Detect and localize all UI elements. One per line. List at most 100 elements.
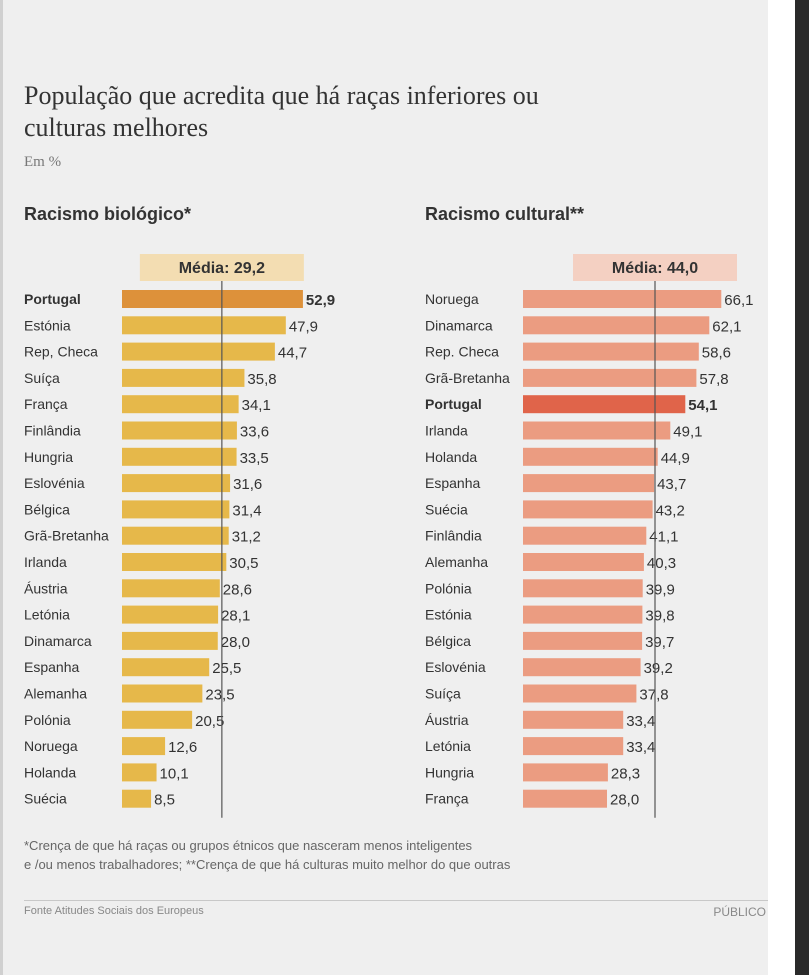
category-label-cultural: Holanda	[425, 449, 477, 465]
category-label-cultural: Suécia	[425, 501, 468, 517]
value-label-biological: 47,9	[289, 318, 318, 335]
value-label-cultural: 39,2	[644, 660, 673, 677]
value-label-biological: 28,1	[221, 608, 250, 625]
value-label-cultural: 66,1	[724, 292, 753, 309]
category-label-biological: Estónia	[24, 317, 71, 333]
value-label-biological: 20,5	[195, 713, 224, 730]
bar-biological	[122, 553, 227, 571]
bar-cultural	[523, 500, 653, 519]
publisher-logo: PÚBLICO	[713, 905, 766, 919]
bar-cultural	[523, 737, 624, 756]
value-label-cultural: 39,8	[645, 608, 674, 625]
value-label-cultural: 58,6	[702, 345, 731, 362]
average-label-cultural: Média: 44,0	[612, 260, 698, 277]
value-label-cultural: 40,3	[647, 555, 676, 572]
bar-cultural	[523, 447, 658, 466]
value-label-biological: 31,4	[232, 502, 261, 519]
chart-title: População que acredita que há raças infe…	[24, 81, 539, 142]
value-label-biological: 33,6	[240, 424, 269, 441]
category-label-biological: Portugal	[24, 291, 81, 307]
bar-biological	[122, 684, 203, 703]
bar-biological	[122, 500, 230, 519]
bar-cultural	[523, 474, 655, 493]
bar-cultural	[523, 789, 607, 808]
bar-biological	[122, 526, 229, 545]
category-label-cultural: Noruega	[425, 291, 479, 307]
value-label-biological: 12,6	[168, 739, 197, 756]
category-label-biological: Rep, Checa	[24, 344, 98, 360]
value-label-biological: 33,5	[240, 450, 269, 467]
category-label-biological: Suécia	[24, 791, 67, 807]
value-label-cultural: 28,0	[610, 792, 639, 809]
source-credit: Fonte Atitudes Sociais dos Europeus	[24, 905, 204, 917]
category-label-biological: Áustria	[24, 580, 68, 596]
footnote: *Crença de que há raças ou grupos étnico…	[24, 836, 724, 874]
category-label-cultural: França	[425, 791, 469, 807]
bar-biological	[122, 658, 210, 677]
window-left-edge	[0, 0, 3, 975]
value-label-cultural: 43,7	[657, 476, 686, 493]
category-label-biological: Espanha	[24, 659, 79, 675]
category-label-cultural: Dinamarca	[425, 317, 493, 333]
bar-cultural	[523, 605, 643, 624]
bar-cultural	[523, 368, 697, 387]
bar-cultural	[523, 421, 671, 440]
bar-biological	[122, 368, 245, 387]
bar-biological	[122, 447, 237, 466]
footnote-line-1: *Crença de que há raças ou grupos étnico…	[24, 838, 473, 853]
category-label-cultural: Polónia	[425, 580, 472, 596]
bar-biological	[122, 474, 231, 493]
category-label-cultural: Hungria	[425, 764, 474, 780]
category-label-biological: Suíça	[24, 370, 60, 386]
category-label-biological: França	[24, 396, 68, 412]
value-label-cultural: 57,8	[699, 371, 728, 388]
category-label-cultural: Bélgica	[425, 633, 471, 649]
category-label-cultural: Finlândia	[425, 528, 482, 544]
bar-biological	[122, 605, 219, 624]
bar-cultural	[523, 763, 608, 782]
bar-cultural	[523, 290, 722, 308]
bar-biological	[122, 710, 193, 729]
category-label-cultural: Rep. Checa	[425, 344, 499, 360]
bar-cultural	[523, 710, 624, 729]
bar-cultural	[523, 631, 643, 650]
bar-cultural	[523, 658, 641, 677]
bar-cultural	[523, 684, 637, 703]
value-label-cultural: 28,3	[611, 765, 640, 782]
bar-biological	[122, 789, 152, 808]
category-label-cultural: Letónia	[425, 738, 471, 754]
average-label-biological: Média: 29,2	[179, 260, 265, 277]
category-label-biological: Irlanda	[24, 554, 67, 570]
bar-biological	[122, 737, 166, 756]
category-label-cultural: Irlanda	[425, 423, 468, 439]
footnote-line-2: e /ou menos trabalhadores; **Crença de q…	[24, 857, 511, 872]
category-label-biological: Eslovénia	[24, 475, 85, 491]
value-label-biological: 10,1	[160, 765, 189, 782]
bar-cultural	[523, 316, 710, 335]
value-label-biological: 35,8	[247, 371, 276, 388]
average-box-cultural	[573, 254, 737, 281]
category-label-cultural: Grã-Bretanha	[425, 370, 510, 386]
bar-cultural	[523, 526, 647, 545]
value-label-biological: 44,7	[278, 345, 307, 362]
bar-biological	[122, 342, 275, 361]
value-label-biological: 31,2	[232, 529, 261, 546]
bar-biological	[122, 316, 286, 335]
window-gutter	[768, 0, 795, 975]
bar-biological	[122, 763, 157, 782]
panel-title-biological: Racismo biológico*	[24, 204, 192, 224]
chart-subtitle: Em %	[24, 154, 62, 170]
category-label-biological: Dinamarca	[24, 633, 92, 649]
category-label-cultural: Portugal	[425, 396, 482, 412]
bar-cultural	[523, 579, 643, 598]
value-label-cultural: 39,7	[645, 634, 674, 651]
value-label-biological: 23,5	[205, 687, 234, 704]
category-label-cultural: Eslovénia	[425, 659, 486, 675]
bar-biological	[122, 421, 237, 440]
value-label-cultural: 39,9	[646, 581, 675, 598]
value-label-cultural: 62,1	[712, 318, 741, 335]
bar-biological	[122, 631, 218, 650]
value-label-biological: 25,5	[212, 660, 241, 677]
value-label-biological: 28,0	[221, 634, 250, 651]
category-label-biological: Bélgica	[24, 501, 70, 517]
